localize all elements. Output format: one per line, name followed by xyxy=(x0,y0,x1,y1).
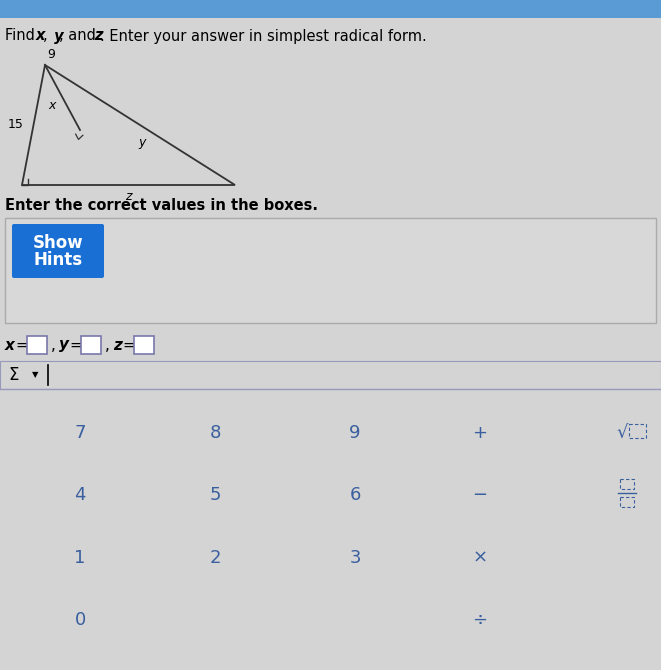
Text: 1: 1 xyxy=(74,549,86,567)
Text: z: z xyxy=(94,29,102,44)
Text: 6: 6 xyxy=(349,486,361,504)
Text: 8: 8 xyxy=(210,423,221,442)
Text: +: + xyxy=(473,423,488,442)
Text: 9: 9 xyxy=(47,48,55,62)
Text: , and: , and xyxy=(59,29,100,44)
Text: =: = xyxy=(122,338,135,352)
FancyBboxPatch shape xyxy=(12,224,104,278)
Text: Show: Show xyxy=(32,234,83,252)
Text: ×: × xyxy=(473,549,488,567)
FancyBboxPatch shape xyxy=(5,218,656,323)
FancyBboxPatch shape xyxy=(27,336,47,354)
Text: y: y xyxy=(49,29,63,44)
Text: ,: , xyxy=(51,338,56,352)
FancyBboxPatch shape xyxy=(134,336,154,354)
Text: 3: 3 xyxy=(349,549,361,567)
FancyBboxPatch shape xyxy=(0,0,661,18)
Text: −: − xyxy=(473,486,488,504)
Text: 7: 7 xyxy=(74,423,86,442)
Text: ,: , xyxy=(105,338,110,352)
Text: x: x xyxy=(36,29,46,44)
Text: ÷: ÷ xyxy=(473,611,488,629)
Text: z: z xyxy=(113,338,122,352)
Text: ,: , xyxy=(43,29,48,44)
Text: x: x xyxy=(49,99,56,112)
Text: 4: 4 xyxy=(74,486,86,504)
Text: 0: 0 xyxy=(75,611,86,629)
Text: Σ: Σ xyxy=(8,366,19,384)
Text: 2: 2 xyxy=(210,549,221,567)
FancyBboxPatch shape xyxy=(0,389,661,670)
Text: 5: 5 xyxy=(210,486,221,504)
Text: y: y xyxy=(139,136,146,149)
Text: =: = xyxy=(15,338,28,352)
FancyBboxPatch shape xyxy=(0,18,661,670)
Text: 9: 9 xyxy=(349,423,361,442)
Text: √: √ xyxy=(616,423,628,442)
FancyBboxPatch shape xyxy=(81,336,101,354)
FancyBboxPatch shape xyxy=(0,361,661,389)
Text: x: x xyxy=(5,338,15,352)
Text: 15: 15 xyxy=(7,119,23,131)
Text: ▼: ▼ xyxy=(32,371,38,379)
Text: Find: Find xyxy=(5,29,40,44)
Text: Enter the correct values in the boxes.: Enter the correct values in the boxes. xyxy=(5,198,318,214)
Text: Hints: Hints xyxy=(34,251,83,269)
Text: y: y xyxy=(59,338,69,352)
Text: z: z xyxy=(125,190,132,204)
Text: =: = xyxy=(69,338,82,352)
Text: . Enter your answer in simplest radical form.: . Enter your answer in simplest radical … xyxy=(100,29,427,44)
